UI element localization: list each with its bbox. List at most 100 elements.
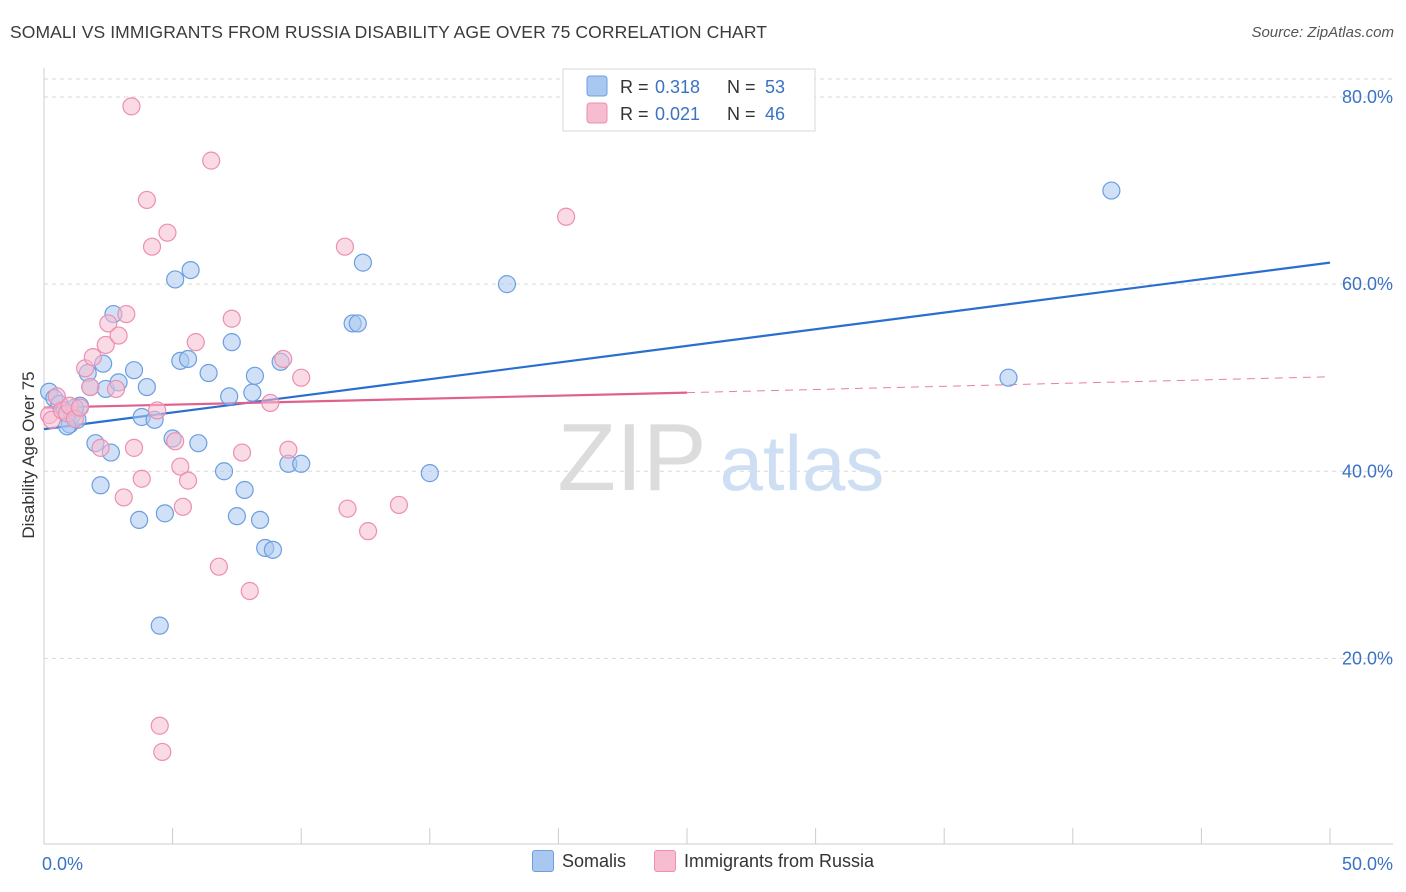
legend-label-russia: Immigrants from Russia <box>683 850 875 871</box>
point-somali-29 <box>189 434 208 453</box>
point-russia-7 <box>70 398 90 417</box>
y-tick-label-40: 40.0% <box>1342 461 1393 481</box>
point-russia-16 <box>114 488 133 507</box>
y-tick-label-80: 80.0% <box>1342 87 1393 107</box>
point-russia-23 <box>150 716 169 735</box>
bottom-legend: Somalis Immigrants from Russia <box>0 850 1406 872</box>
top-legend: R = 0.318 N = 53 R = 0.021 N = 46 <box>562 68 816 132</box>
point-somali-37 <box>245 366 265 385</box>
source-credit: Source: ZipAtlas.com <box>1251 24 1394 41</box>
point-somali-36 <box>243 383 262 402</box>
point-russia-44 <box>557 207 576 226</box>
point-russia-17 <box>117 304 136 324</box>
point-russia-36 <box>261 393 280 413</box>
point-somali-46 <box>353 253 373 272</box>
point-russia-12 <box>96 335 115 355</box>
point-russia-11 <box>91 438 110 457</box>
point-russia-41 <box>338 499 357 518</box>
y-axis-label: Disability Age Over 75 <box>19 371 38 538</box>
point-russia-33 <box>222 309 241 328</box>
legend-item-russia: Immigrants from Russia <box>653 850 875 872</box>
point-somali-45 <box>348 314 367 333</box>
legend-swatch-russia <box>586 102 608 124</box>
point-somali-19 <box>137 377 156 397</box>
point-somali-43 <box>292 454 311 473</box>
watermark-zip: ZIP <box>557 404 706 511</box>
point-russia-10 <box>83 348 102 367</box>
point-somali-31 <box>214 462 234 481</box>
legend-somali-r-label: R = <box>620 77 649 97</box>
point-somali-35 <box>235 480 254 500</box>
point-russia-22 <box>148 401 167 420</box>
point-russia-25 <box>158 223 177 242</box>
point-somali-40 <box>263 540 283 559</box>
point-russia-38 <box>279 440 298 459</box>
axes-layer <box>43 68 1393 845</box>
point-russia-21 <box>142 237 162 256</box>
point-somali-17 <box>124 361 144 380</box>
point-somali-23 <box>155 504 174 523</box>
y-tick-label-60: 60.0% <box>1342 274 1393 294</box>
x-tick-label-min: 0.0% <box>42 854 83 874</box>
point-russia-27 <box>171 457 190 476</box>
legend-russia-n-label: N = <box>727 104 756 124</box>
legend-swatch-somali <box>586 75 608 97</box>
point-somali-27 <box>178 349 198 369</box>
point-russia-29 <box>178 471 198 490</box>
legend-somali-n-label: N = <box>727 77 756 97</box>
point-somali-49 <box>999 368 1018 387</box>
point-russia-31 <box>202 151 221 170</box>
point-russia-19 <box>132 469 151 488</box>
point-somali-30 <box>199 363 218 383</box>
point-russia-40 <box>335 237 355 256</box>
point-russia-30 <box>186 333 205 352</box>
point-russia-18 <box>124 438 144 457</box>
chart-title: SOMALI VS IMMIGRANTS FROM RUSSIA DISABIL… <box>10 22 768 42</box>
point-russia-34 <box>232 443 252 462</box>
watermark-atlas: atlas <box>720 419 885 507</box>
point-somali-38 <box>250 510 270 530</box>
point-russia-43 <box>389 495 409 515</box>
legend-label-somalis: Somalis <box>561 850 626 871</box>
points-layer <box>40 97 1121 762</box>
point-russia-14 <box>106 379 126 399</box>
point-somali-20 <box>130 510 149 530</box>
trendline-somali-0 <box>43 261 1331 431</box>
grid-layer <box>44 78 1393 659</box>
point-somali-34 <box>227 507 246 526</box>
point-russia-26 <box>166 432 185 451</box>
x-tick-label-max: 50.0% <box>1342 854 1393 874</box>
trendline-russia-2 <box>686 376 1331 394</box>
tick-labels-layer: 20.0% 40.0% 60.0% 80.0% 0.0% 50.0% <box>42 87 1393 874</box>
point-somali-25 <box>166 270 185 289</box>
legend-swatch-somalis <box>531 850 554 872</box>
point-russia-9 <box>81 377 100 397</box>
point-russia-32 <box>209 557 228 576</box>
point-somali-48 <box>497 275 517 294</box>
point-somali-22 <box>150 616 169 635</box>
point-russia-28 <box>173 497 192 516</box>
point-somali-11 <box>91 476 110 495</box>
legend-russia-r-value: 0.021 <box>655 104 700 124</box>
point-russia-45 <box>122 97 141 116</box>
point-russia-13 <box>99 314 118 333</box>
point-russia-20 <box>137 190 156 210</box>
legend-swatch-russia <box>653 850 676 872</box>
y-tick-label-20: 20.0% <box>1342 648 1393 668</box>
point-somali-28 <box>181 260 200 280</box>
point-russia-39 <box>292 368 311 387</box>
point-somali-47 <box>420 464 439 483</box>
watermark: ZIP atlas <box>557 404 884 511</box>
point-somali-50 <box>1102 181 1121 200</box>
legend-item-somalis: Somalis <box>531 850 626 872</box>
legend-somali-r-value: 0.318 <box>655 77 700 97</box>
point-somali-32 <box>222 333 241 352</box>
point-russia-15 <box>109 326 128 345</box>
legend-russia-n-value: 46 <box>765 104 785 124</box>
point-russia-35 <box>240 581 259 601</box>
point-russia-37 <box>274 349 293 369</box>
legend-somali-n-value: 53 <box>765 77 785 97</box>
point-russia-42 <box>358 522 378 541</box>
